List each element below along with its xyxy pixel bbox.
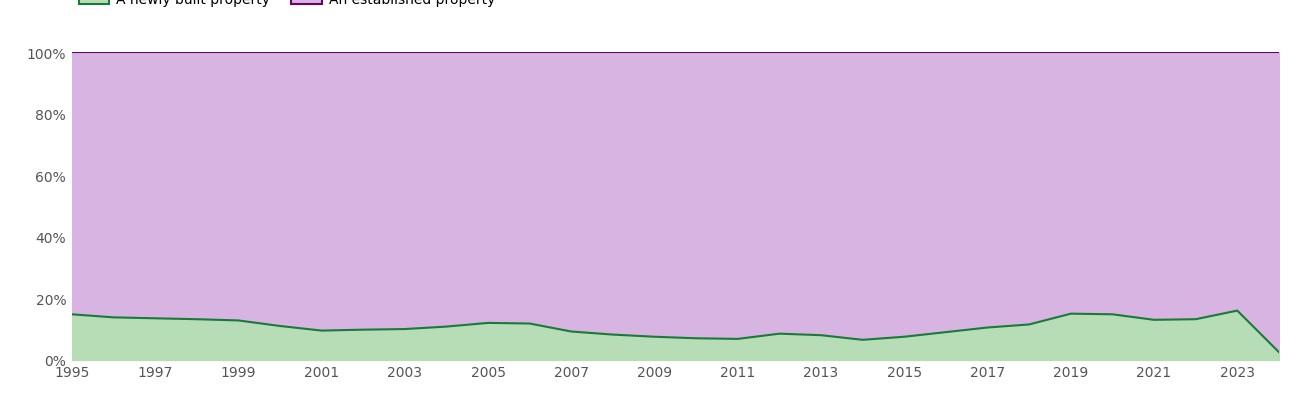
Legend: A newly built property, An established property: A newly built property, An established p… (78, 0, 495, 7)
